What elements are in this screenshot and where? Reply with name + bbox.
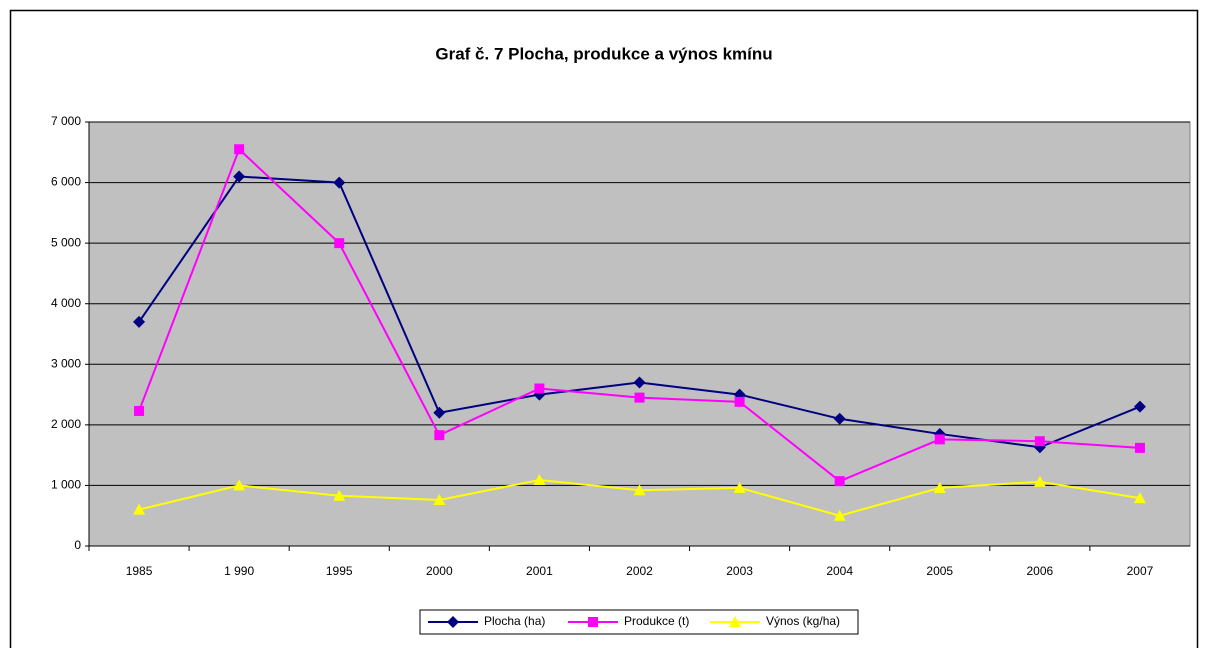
data-point bbox=[133, 315, 146, 328]
y-tick-label: 2 000 bbox=[51, 417, 81, 431]
x-tick-label: 1 990 bbox=[224, 564, 254, 578]
data-point bbox=[434, 430, 445, 441]
data-point bbox=[233, 479, 246, 491]
data-point bbox=[433, 406, 446, 419]
data-point bbox=[134, 405, 145, 416]
data-point bbox=[734, 396, 745, 407]
data-point bbox=[934, 434, 945, 445]
legend-marker bbox=[729, 616, 741, 627]
data-point bbox=[633, 484, 646, 496]
data-point bbox=[634, 392, 645, 403]
legend-label: Výnos (kg/ha) bbox=[766, 614, 840, 628]
y-tick-label: 5 000 bbox=[51, 235, 81, 249]
data-point bbox=[333, 489, 346, 501]
data-point bbox=[733, 481, 746, 493]
data-point bbox=[333, 176, 346, 189]
data-point bbox=[833, 412, 846, 425]
x-tick-label: 1995 bbox=[326, 564, 353, 578]
y-tick-label: 0 bbox=[74, 538, 81, 552]
y-tick-label: 7 000 bbox=[51, 114, 81, 128]
plot-area bbox=[88, 121, 1191, 547]
data-point bbox=[234, 144, 245, 155]
x-tick-label: 2005 bbox=[926, 564, 953, 578]
y-tick-label: 6 000 bbox=[51, 175, 81, 189]
y-tick-label: 4 000 bbox=[51, 296, 81, 310]
data-point bbox=[633, 376, 646, 389]
data-point bbox=[834, 476, 845, 487]
data-point bbox=[1033, 475, 1046, 487]
legend-label: Produkce (t) bbox=[624, 614, 689, 628]
data-point bbox=[1133, 492, 1146, 504]
legend-label: Plocha (ha) bbox=[484, 614, 545, 628]
x-tick-label: 1985 bbox=[126, 564, 153, 578]
chart-title: Graf č. 7 Plocha, produkce a výnos kmínu bbox=[435, 44, 772, 63]
y-tick-label: 1 000 bbox=[51, 478, 81, 492]
data-point bbox=[933, 481, 946, 493]
x-tick-label: 2006 bbox=[1027, 564, 1054, 578]
data-point bbox=[1134, 442, 1145, 453]
x-tick-label: 2003 bbox=[726, 564, 753, 578]
legend-marker bbox=[447, 616, 459, 628]
data-point bbox=[833, 509, 846, 521]
data-point bbox=[1133, 400, 1146, 413]
data-point bbox=[334, 238, 345, 249]
data-point bbox=[534, 383, 545, 394]
x-tick-label: 2007 bbox=[1127, 564, 1154, 578]
x-tick-label: 2001 bbox=[526, 564, 553, 578]
data-point bbox=[533, 473, 546, 485]
legend-marker bbox=[588, 617, 598, 627]
x-tick-label: 2000 bbox=[426, 564, 453, 578]
data-point bbox=[1034, 436, 1045, 447]
legend bbox=[419, 609, 859, 635]
y-tick-label: 3 000 bbox=[51, 356, 81, 370]
x-tick-label: 2004 bbox=[826, 564, 853, 578]
x-tick-label: 2002 bbox=[626, 564, 653, 578]
data-point bbox=[433, 493, 446, 505]
data-point bbox=[233, 170, 246, 183]
data-point bbox=[133, 503, 146, 515]
